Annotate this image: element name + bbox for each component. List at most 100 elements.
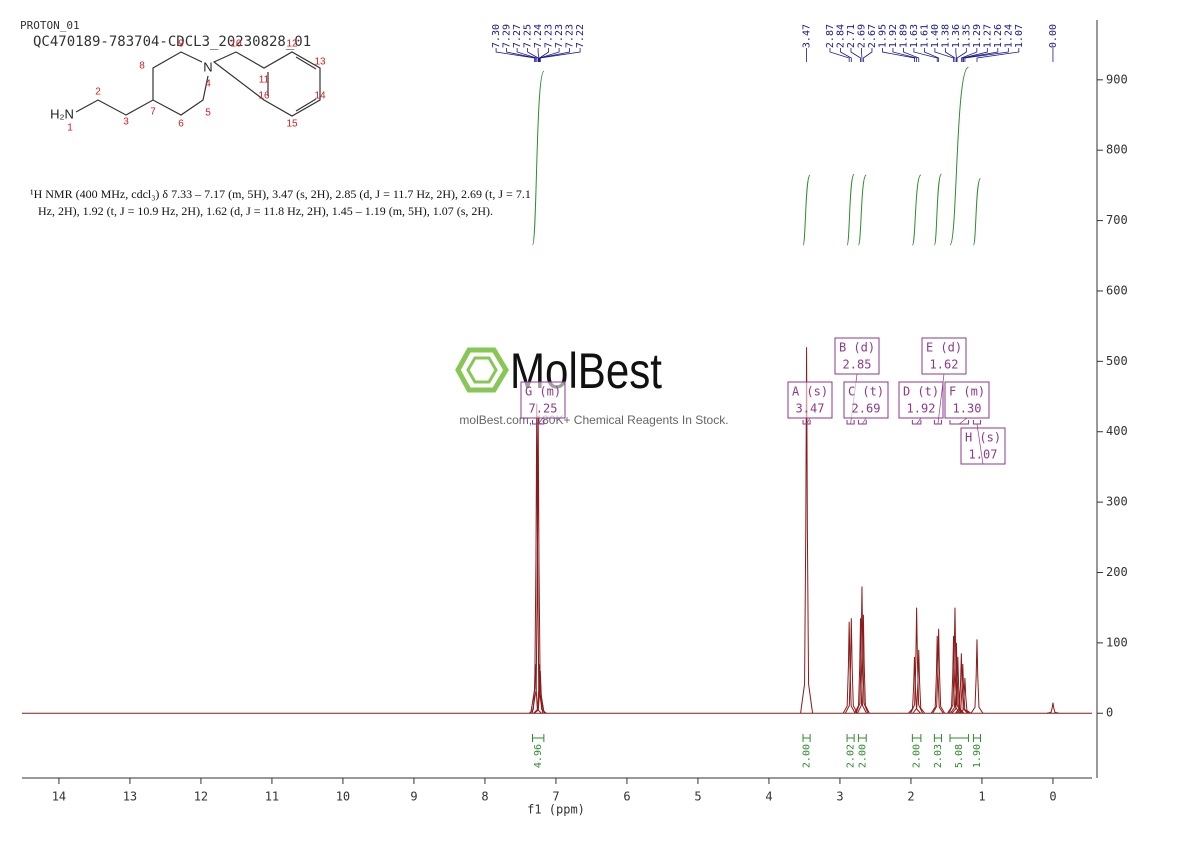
y-tick-label: 500 xyxy=(1106,354,1128,368)
spectrum-name: PROTON_01 xyxy=(20,19,80,32)
peak-label: 7.27 xyxy=(512,24,523,48)
peak-label: 2.69 xyxy=(856,24,867,48)
multiplet-name: C (t) xyxy=(848,385,884,399)
multiplet-shift: 7.25 xyxy=(529,402,558,416)
y-tick-label: 600 xyxy=(1106,283,1128,297)
peak-label-leader xyxy=(882,48,914,62)
multiplet-shift: 1.07 xyxy=(969,448,998,462)
integral-label: 1.90 xyxy=(972,744,983,768)
sample-id: QC470189-783704-CDCL3_20230828_01 xyxy=(33,34,311,50)
x-axis-label: f1 (ppm) xyxy=(527,803,585,817)
peak-label: 2.71 xyxy=(846,24,857,48)
peak-label: 1.95 xyxy=(877,24,888,48)
peak-label: 7.23 xyxy=(544,24,555,48)
peak-label: 1.36 xyxy=(951,24,962,48)
atom-number: 9 xyxy=(178,39,184,50)
description-line: Hz, 2H), 1.92 (t, J = 10.9 Hz, 2H), 1.62… xyxy=(38,204,493,218)
integral-bracket xyxy=(858,734,866,742)
integral-curve xyxy=(533,71,544,245)
integral-bracket xyxy=(950,734,968,742)
x-tick-label: 3 xyxy=(836,790,843,804)
multiplet-shift: 1.92 xyxy=(907,402,936,416)
atom-number: 13 xyxy=(314,57,326,68)
multiplet-leader xyxy=(862,418,866,424)
y-tick-label: 200 xyxy=(1106,565,1128,579)
peak-label-leader xyxy=(540,48,580,62)
peak-label: 7.22 xyxy=(575,24,586,48)
peak xyxy=(911,608,923,714)
y-tick-label: 0 xyxy=(1106,706,1113,720)
atom-number: 2 xyxy=(95,87,101,98)
peak-label: 2.87 xyxy=(825,24,836,48)
atom-number: 8 xyxy=(139,61,145,72)
multiplet-shift: 3.47 xyxy=(796,402,825,416)
peak-label-leader xyxy=(840,48,851,62)
multiplet-range xyxy=(950,420,968,424)
multiplet-range xyxy=(973,420,980,424)
integral-curve xyxy=(803,175,810,245)
description-line: ¹H NMR (400 MHz, cdcl₃) δ 7.33 – 7.17 (m… xyxy=(30,187,531,201)
watermark-logo xyxy=(458,350,506,390)
peak-label: 1.92 xyxy=(888,24,899,48)
atom-number: 5 xyxy=(205,108,211,119)
molecule xyxy=(76,52,320,116)
multiplet-shift: 2.85 xyxy=(843,358,872,372)
atom-number: 14 xyxy=(314,91,326,102)
peak-label: 1.38 xyxy=(940,24,951,48)
peak-label: 1.40 xyxy=(930,24,941,48)
multiplet-name: E (d) xyxy=(926,341,962,355)
bonds xyxy=(76,52,320,116)
atom-number: 6 xyxy=(178,119,184,130)
peak-label: 1.89 xyxy=(898,24,909,48)
integral-bracket xyxy=(912,734,921,742)
x-tick-label: 5 xyxy=(694,790,701,804)
x-tick-label: 14 xyxy=(52,790,66,804)
integral-curve xyxy=(847,174,854,245)
peak-label-leader xyxy=(863,48,872,62)
peak-label: 7.29 xyxy=(502,24,513,48)
integral-bracket xyxy=(973,734,980,742)
peak-label: 1.35 xyxy=(961,24,972,48)
integral-bracket xyxy=(934,734,941,742)
watermark-tagline: molBest.com, 180K+ Chemical Reagents In … xyxy=(459,413,728,427)
x-tick-label: 13 xyxy=(123,790,137,804)
peak-label: 1.07 xyxy=(1014,24,1025,48)
integral-label: 4.96 xyxy=(533,744,544,768)
peak-label: 7.23 xyxy=(554,24,565,48)
logo-hexagon xyxy=(458,350,506,390)
integral-curve xyxy=(934,174,941,245)
peak-label: 1.24 xyxy=(1003,24,1014,48)
integral-label: 2.03 xyxy=(933,744,944,768)
atom-number: 12 xyxy=(286,39,298,50)
multiplet-shift: 1.62 xyxy=(930,358,959,372)
peak-label: 1.29 xyxy=(972,24,983,48)
x-tick-label: 10 xyxy=(336,790,350,804)
peak-label: 2.84 xyxy=(835,24,846,48)
multiplet-name: B (d) xyxy=(839,341,875,355)
peak-label: 1.27 xyxy=(982,24,993,48)
multiplet-name: H (s) xyxy=(965,431,1001,445)
peak-label: 0.00 xyxy=(1048,24,1059,48)
peak-label-leader xyxy=(965,48,1008,62)
integral-curve xyxy=(912,175,921,245)
peak-label: 7.23 xyxy=(565,24,576,48)
multiplet-leader xyxy=(917,418,921,424)
x-tick-label: 0 xyxy=(1049,790,1056,804)
peak-label: 2.67 xyxy=(867,24,878,48)
integral-curve xyxy=(973,179,980,246)
atom-number: 16 xyxy=(258,91,270,102)
y-tick-label: 800 xyxy=(1106,143,1128,157)
amine-label: H₂N xyxy=(50,106,74,121)
x-tick-label: 11 xyxy=(265,790,279,804)
integral-bracket xyxy=(803,734,810,742)
x-tick-label: 7 xyxy=(552,790,559,804)
y-tick-label: 700 xyxy=(1106,213,1128,227)
nitrogen-label: N xyxy=(203,59,212,74)
peak-label: 3.47 xyxy=(802,24,813,48)
integral-label: 2.00 xyxy=(912,744,923,768)
peak-label-leader xyxy=(540,48,549,62)
atom-number: 7 xyxy=(150,107,156,118)
y-tick-label: 400 xyxy=(1106,424,1128,438)
atom-number: 3 xyxy=(123,117,129,128)
